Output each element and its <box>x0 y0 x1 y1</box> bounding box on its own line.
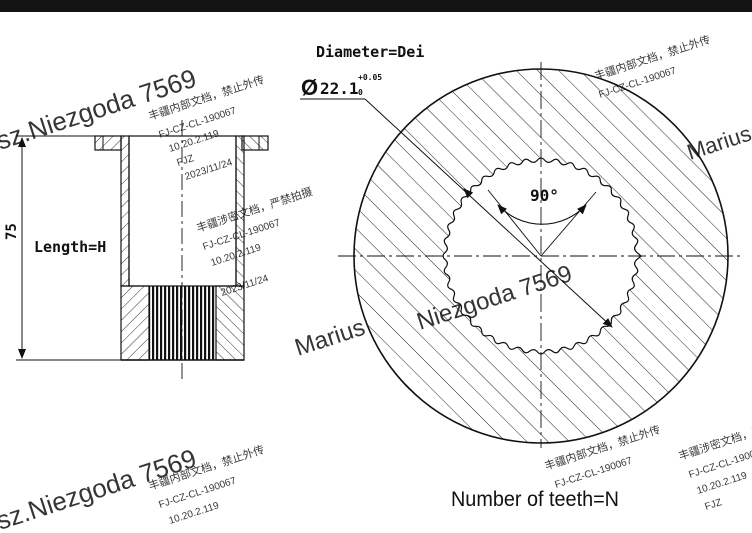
tolerance-upper: +0.05 <box>358 73 382 82</box>
diameter-leader <box>364 98 613 328</box>
angle-arc <box>497 204 587 225</box>
watermark-text: FJZ <box>176 153 196 169</box>
angle-label: 90° <box>530 186 559 205</box>
wall-left <box>120 135 130 287</box>
length-value: 75 <box>4 223 20 240</box>
watermark-text: FJZ <box>704 497 724 513</box>
diameter-value: 22.1 <box>320 79 359 98</box>
flange-right <box>241 135 269 151</box>
body-right <box>215 285 245 361</box>
body-left <box>120 285 150 361</box>
watermark-text: Marius <box>292 314 369 362</box>
end-view: Diameter=Dei Ø 22.1 +0.05 0 90° Number o… <box>300 43 744 511</box>
diameter-symbol: Ø <box>301 75 318 100</box>
teeth-label: Number of teeth=N <box>451 488 619 511</box>
watermark-text: Marius <box>684 121 752 165</box>
watermark-text: 2023/11/24 <box>220 273 271 299</box>
thread-zone <box>148 285 217 361</box>
flange-left <box>94 135 122 151</box>
top-bar <box>0 0 752 12</box>
diameter-title: Diameter=Dei <box>316 43 424 61</box>
rivet-nut-section: 75 Length=H <box>4 120 269 380</box>
tolerance-lower: 0 <box>358 88 363 97</box>
length-label: Length=H <box>34 238 106 256</box>
